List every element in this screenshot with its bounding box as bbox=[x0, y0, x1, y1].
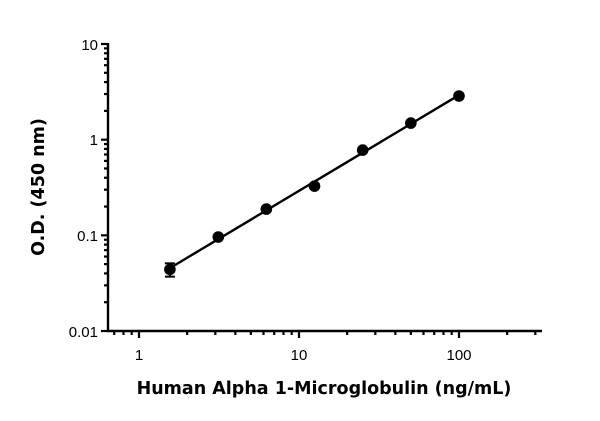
data-point bbox=[164, 263, 176, 276]
x-axis-title: Human Alpha 1-Microglobulin (ng/mL) bbox=[137, 379, 512, 399]
y-tick-label-0.01: 0.01 bbox=[69, 324, 98, 341]
data-point bbox=[308, 180, 321, 192]
data-points bbox=[164, 90, 465, 278]
x-tick-label-100: 100 bbox=[446, 347, 471, 364]
data-point bbox=[260, 203, 273, 215]
x-tick-label-1: 1 bbox=[135, 347, 143, 364]
data-point bbox=[212, 231, 225, 243]
data-point bbox=[453, 90, 465, 102]
x-tick-label-10: 10 bbox=[291, 347, 308, 364]
data-point bbox=[356, 144, 369, 156]
y-tick-label-0.1: 0.1 bbox=[77, 228, 98, 245]
y-axis-title: O.D. (450 nm) bbox=[29, 118, 49, 256]
y-tick-label-1: 1 bbox=[90, 132, 98, 149]
data-point bbox=[405, 117, 417, 129]
y-tick-label-10: 10 bbox=[81, 37, 98, 54]
